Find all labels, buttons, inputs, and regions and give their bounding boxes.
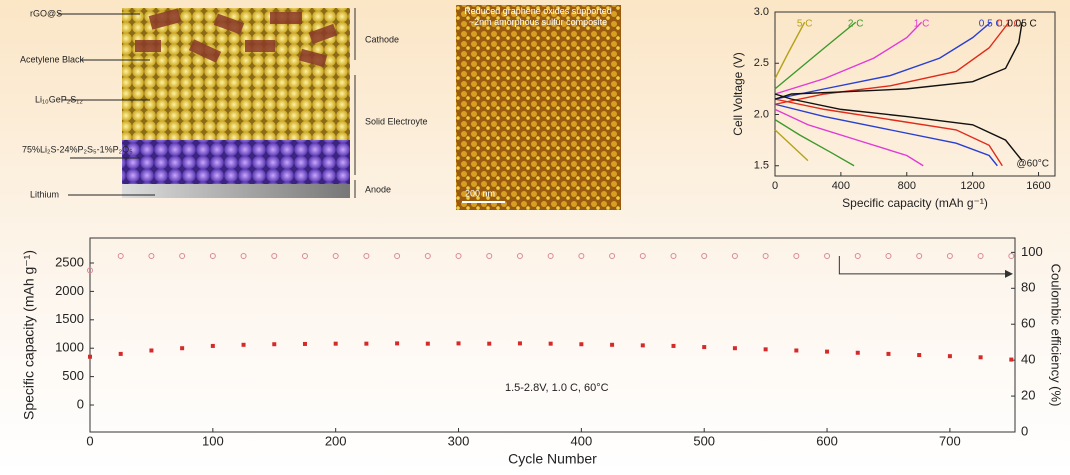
capacity-point	[733, 346, 737, 350]
x-tick-label: 700	[939, 433, 961, 448]
capacity-point	[487, 342, 491, 346]
y2-tick-label: 60	[1021, 316, 1035, 331]
capacity-point	[242, 343, 246, 347]
capacity-point	[579, 342, 583, 346]
y-tick-label: 1500	[55, 311, 84, 326]
capacity-point	[856, 351, 860, 355]
schematic-label: Lithium	[30, 189, 59, 199]
capacity-point	[917, 353, 921, 357]
region-label: Anode	[365, 184, 391, 194]
capacity-point	[180, 346, 184, 350]
y2-tick-label: 100	[1021, 244, 1043, 259]
capacity-point	[364, 342, 368, 346]
scale-bar: 200 nm	[465, 188, 495, 198]
y2-tick-label: 80	[1021, 280, 1035, 295]
capacity-point	[272, 342, 276, 346]
y-axis-title: Specific capacity (mAh g⁻¹)	[21, 250, 37, 420]
capacity-point	[794, 348, 798, 352]
x-tick-label: 0	[86, 433, 93, 448]
x-tick-label: 400	[571, 433, 593, 448]
x-tick-label: 800	[898, 180, 916, 192]
afm-caption: Reduced graphene oxides supported ~2nm a…	[458, 6, 618, 28]
capacity-point	[886, 352, 890, 356]
x-tick-label: 400	[832, 180, 850, 192]
capacity-point	[610, 343, 614, 347]
rate-label: 2 C	[848, 19, 864, 30]
y-tick-label: 2500	[55, 254, 84, 269]
capacity-point	[549, 342, 553, 346]
y2-tick-label: 40	[1021, 352, 1035, 367]
annotation: @60°C	[1017, 159, 1050, 170]
figure: rGO@S Acetylene Black Li₁₀GeP₂S₁₂ 75%Li₂…	[0, 0, 1070, 475]
rate-label: 1 C	[914, 19, 930, 30]
x-axis-title: Cycle Number	[508, 451, 597, 467]
y-tick-label: 2.5	[754, 57, 769, 69]
y-tick-label: 2000	[55, 283, 84, 298]
capacity-point	[88, 355, 92, 359]
x-tick-label: 500	[693, 433, 715, 448]
y2-tick-label: 0	[1021, 423, 1028, 438]
capacity-point	[979, 355, 983, 359]
y-axis-title: Cell Voltage (V)	[731, 52, 745, 135]
x-tick-label: 1600	[1026, 180, 1050, 192]
capacity-point	[641, 343, 645, 347]
x-tick-label: 1200	[960, 180, 984, 192]
schematic-label: Li₁₀GeP₂S₁₂	[35, 94, 83, 104]
y-tick-label: 2.0	[754, 108, 769, 120]
x-axis-title: Specific capacity (mAh g⁻¹)	[842, 196, 988, 210]
capacity-point	[334, 342, 338, 346]
y-tick-label: 0	[77, 396, 84, 411]
region-label: Cathode	[365, 34, 399, 44]
annotation: 1.5-2.8V, 1.0 C, 60°C	[505, 382, 609, 394]
rate-label: 0.05 C	[1007, 19, 1036, 30]
capacity-point	[702, 345, 706, 349]
schematic-label: 75%Li₂S-24%P₂S₅-1%P₂O₅	[22, 144, 133, 154]
x-tick-label: 100	[202, 433, 224, 448]
schematic-label: rGO@S	[30, 8, 62, 18]
region-label: Solid Electroyte	[365, 116, 428, 126]
capacity-point	[825, 350, 829, 354]
y-tick-label: 1000	[55, 340, 84, 355]
capacity-point	[671, 344, 675, 348]
schematic-label: Acetylene Black	[20, 54, 85, 64]
x-tick-label: 200	[325, 433, 347, 448]
rate-label: 5 C	[797, 19, 813, 30]
capacity-point	[211, 344, 215, 348]
capacity-point	[764, 347, 768, 351]
y-tick-label: 3.0	[754, 6, 769, 18]
capacity-point	[119, 352, 123, 356]
x-tick-label: 0	[772, 180, 778, 192]
y-tick-label: 500	[62, 368, 84, 383]
x-tick-label: 600	[816, 433, 838, 448]
capacity-point	[1009, 358, 1013, 362]
x-tick-label: 300	[448, 433, 470, 448]
capacity-point	[948, 354, 952, 358]
capacity-point	[518, 341, 522, 345]
capacity-point	[149, 348, 153, 352]
y-tick-label: 1.5	[754, 160, 769, 172]
capacity-point	[426, 342, 430, 346]
y2-tick-label: 20	[1021, 388, 1035, 403]
y2-axis-title: Coulombic efficiency (%)	[1049, 264, 1064, 407]
capacity-point	[395, 341, 399, 345]
afm-image: Reduced graphene oxides supported ~2nm a…	[456, 5, 621, 210]
capacity-point	[457, 341, 461, 345]
capacity-point	[303, 342, 307, 346]
